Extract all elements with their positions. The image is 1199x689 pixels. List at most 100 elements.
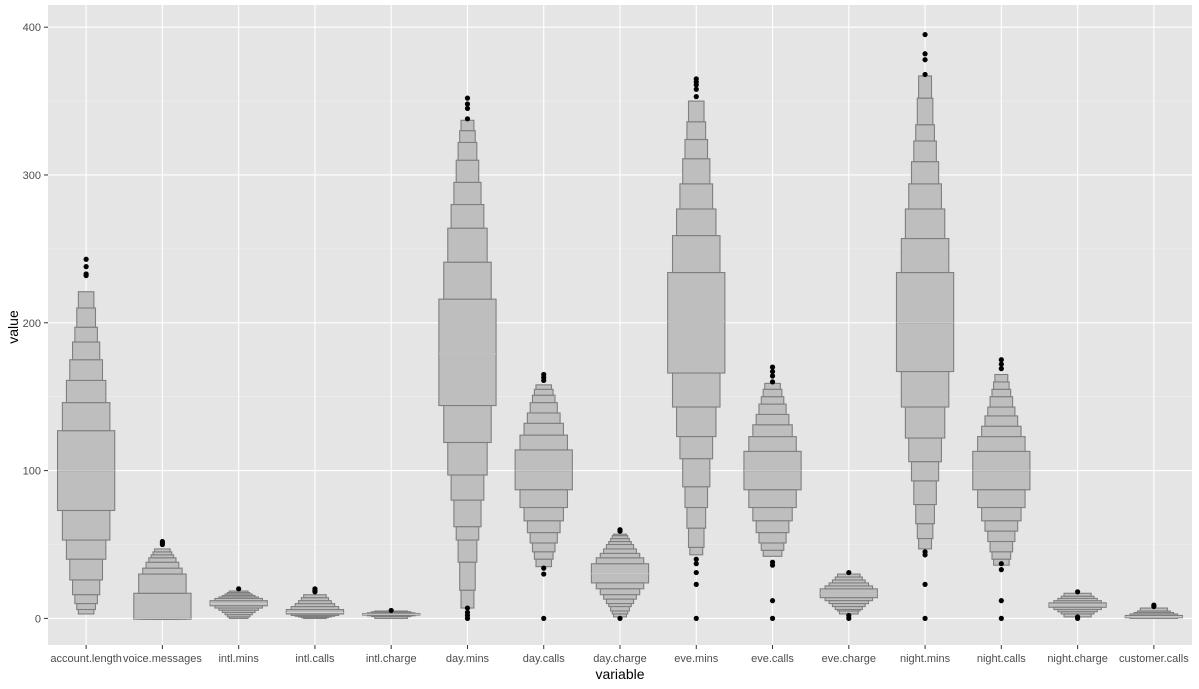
lv-box-lower [667, 320, 726, 374]
lv-box-lower [450, 474, 485, 501]
lv-box-upper [684, 138, 709, 160]
x-tick-label: night.mins [900, 653, 951, 665]
lv-box-upper [533, 388, 554, 396]
x-tick-label: customer.calls [1119, 653, 1189, 665]
lv-box-lower [915, 504, 935, 525]
lv-box-lower [72, 579, 101, 596]
lv-box-upper [895, 271, 955, 324]
outlier-point [922, 57, 928, 63]
outlier-point [388, 607, 394, 614]
x-axis-title: variable [595, 666, 644, 682]
lv-box-lower [453, 499, 482, 528]
x-tick-label: eve.charge [822, 653, 876, 665]
lv-box-upper [443, 261, 492, 300]
lv-box-lower [908, 437, 942, 463]
outlier-point [998, 598, 1004, 604]
outlier-point [846, 612, 852, 619]
lv-box-lower [519, 489, 569, 509]
lv-box-lower [590, 573, 650, 584]
lv-box-upper [819, 588, 878, 594]
outlier-point [1075, 614, 1081, 620]
lv-box-upper [603, 548, 637, 554]
y-tick-label: 300 [23, 170, 41, 182]
lv-box-lower [676, 406, 717, 438]
x-tick-label: intl.mins [218, 653, 259, 665]
lv-box-upper [993, 381, 1010, 390]
lv-box-lower [61, 509, 111, 541]
outlier-point [922, 549, 928, 555]
lv-box-upper [679, 183, 714, 210]
lv-box-upper [523, 422, 564, 436]
lv-box-lower [686, 506, 707, 529]
lv-box-upper [987, 406, 1016, 417]
lv-box-upper [76, 307, 97, 328]
lv-box-lower [74, 594, 98, 605]
lv-box-upper [457, 141, 478, 161]
outlier-point [922, 71, 928, 78]
lv-box-lower [595, 582, 645, 590]
y-tick-label: 0 [35, 613, 41, 625]
lv-box-lower [981, 506, 1022, 522]
lv-box-upper [450, 203, 485, 229]
box-group-day.calls [514, 371, 573, 621]
lv-box-lower [610, 606, 630, 612]
lv-box-lower [76, 603, 97, 611]
outlier-point [693, 94, 699, 100]
lv-box-upper [900, 237, 950, 274]
x-tick-label: account.length [50, 653, 122, 665]
lv-box-lower [529, 532, 558, 544]
lv-box-lower [900, 371, 950, 408]
lv-box-lower [228, 616, 249, 619]
box-group-customer.calls [1124, 602, 1184, 619]
lv-box-upper [460, 119, 475, 132]
box-group-intl.charge [362, 607, 421, 619]
x-tick-label: intl.charge [366, 653, 417, 665]
lv-box-lower [447, 441, 488, 476]
lv-box-lower [671, 372, 721, 408]
outlier-point [769, 559, 776, 565]
outlier-point [998, 357, 1004, 363]
lv-box-lower [684, 486, 709, 509]
x-tick-label: intl.calls [295, 653, 335, 665]
lv-box-upper [916, 97, 934, 126]
outlier-point [83, 256, 89, 262]
lv-box-upper [972, 450, 1031, 472]
lv-box-upper [142, 567, 183, 575]
lv-box-upper [61, 402, 111, 432]
x-tick-label: voice.messages [123, 653, 202, 665]
lv-box-lower [514, 470, 573, 491]
lv-box-lower [984, 520, 1019, 532]
y-axis: 0 100 200 300 400 [23, 22, 48, 625]
lv-box-upper [531, 394, 556, 404]
lv-box-lower [374, 616, 409, 619]
lv-box-lower [819, 592, 878, 599]
lv-box-upper [453, 181, 482, 206]
lv-box-lower [533, 551, 554, 560]
lv-box-upper [303, 594, 327, 599]
box-group-intl.mins [209, 586, 268, 619]
box-group-voice.messages [133, 538, 192, 620]
lv-box-upper [686, 121, 707, 141]
lv-box-lower [758, 532, 787, 544]
outlier-point [541, 571, 547, 577]
lv-box-lower [460, 589, 475, 609]
outlier-point [769, 373, 776, 379]
lv-box-lower [443, 405, 492, 444]
lv-box-lower [457, 539, 478, 563]
lv-box-lower [987, 530, 1016, 543]
lv-box-upper [72, 341, 101, 361]
lv-box-upper [908, 183, 942, 210]
lv-box-upper [910, 161, 940, 185]
outlier-point [236, 586, 242, 592]
outlier-point [693, 615, 699, 621]
lv-box-upper [977, 436, 1026, 452]
outlier-point [464, 116, 471, 122]
box-group-day.charge [590, 527, 650, 621]
y-tick-label: 100 [23, 466, 41, 478]
lv-box-upper [994, 373, 1009, 383]
box-group-intl.calls [285, 586, 345, 620]
outlier-point [998, 366, 1004, 372]
outlier-point [693, 561, 699, 567]
lv-box-lower [438, 353, 497, 407]
lv-box-lower [599, 588, 641, 596]
